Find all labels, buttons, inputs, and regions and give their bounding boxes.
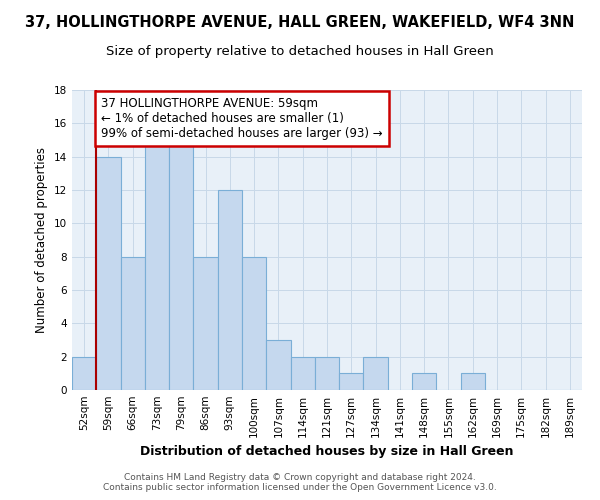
Text: Contains HM Land Registry data © Crown copyright and database right 2024.
Contai: Contains HM Land Registry data © Crown c… (103, 473, 497, 492)
Bar (315, 356, 339, 390)
Bar (364, 356, 388, 390)
Bar (218, 190, 242, 390)
Bar (339, 374, 364, 390)
Text: 37, HOLLINGTHORPE AVENUE, HALL GREEN, WAKEFIELD, WF4 3NN: 37, HOLLINGTHORPE AVENUE, HALL GREEN, WA… (25, 15, 575, 30)
Bar (461, 374, 485, 390)
Bar (96, 156, 121, 390)
Bar (72, 356, 96, 390)
Bar (145, 140, 169, 390)
Y-axis label: Number of detached properties: Number of detached properties (35, 147, 49, 333)
Bar (193, 256, 218, 390)
Bar (266, 340, 290, 390)
Bar (290, 356, 315, 390)
X-axis label: Distribution of detached houses by size in Hall Green: Distribution of detached houses by size … (140, 446, 514, 458)
Bar (242, 256, 266, 390)
Text: 37 HOLLINGTHORPE AVENUE: 59sqm
← 1% of detached houses are smaller (1)
99% of se: 37 HOLLINGTHORPE AVENUE: 59sqm ← 1% of d… (101, 96, 383, 140)
Bar (169, 140, 193, 390)
Text: Size of property relative to detached houses in Hall Green: Size of property relative to detached ho… (106, 45, 494, 58)
Bar (121, 256, 145, 390)
Bar (412, 374, 436, 390)
